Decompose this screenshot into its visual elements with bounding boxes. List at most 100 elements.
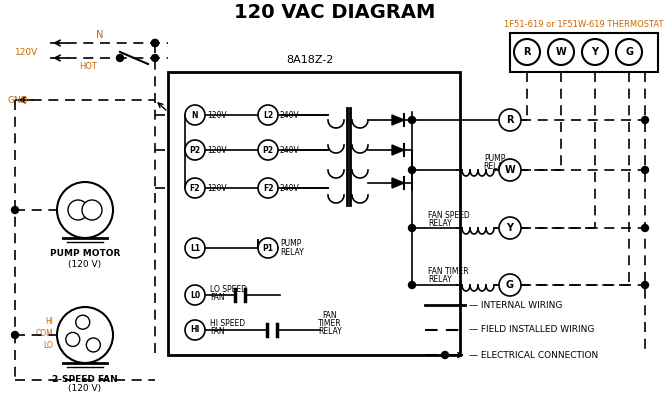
- Text: (120 V): (120 V): [68, 385, 102, 393]
- Text: PUMP MOTOR: PUMP MOTOR: [50, 249, 120, 259]
- Text: W: W: [505, 165, 515, 175]
- Text: N: N: [96, 30, 104, 40]
- Text: G: G: [625, 47, 633, 57]
- Circle shape: [499, 217, 521, 239]
- Text: G: G: [506, 280, 514, 290]
- Text: N: N: [192, 111, 198, 119]
- Circle shape: [548, 39, 574, 65]
- Text: FAN: FAN: [210, 293, 224, 303]
- Circle shape: [258, 178, 278, 198]
- Text: Y: Y: [592, 47, 598, 57]
- Circle shape: [409, 282, 415, 289]
- Polygon shape: [392, 145, 404, 155]
- Text: 1F51-619 or 1F51W-619 THERMOSTAT: 1F51-619 or 1F51W-619 THERMOSTAT: [505, 20, 664, 28]
- Circle shape: [258, 238, 278, 258]
- Text: 2-SPEED FAN: 2-SPEED FAN: [52, 375, 118, 383]
- Text: — ELECTRICAL CONNECTION: — ELECTRICAL CONNECTION: [469, 351, 598, 360]
- Text: P2: P2: [263, 145, 273, 155]
- Polygon shape: [392, 178, 404, 188]
- Text: — FIELD INSTALLED WIRING: — FIELD INSTALLED WIRING: [469, 326, 594, 334]
- Circle shape: [409, 116, 415, 124]
- Circle shape: [117, 54, 123, 62]
- Text: RELAY: RELAY: [428, 218, 452, 228]
- Text: F2: F2: [263, 184, 273, 192]
- Text: L2: L2: [263, 111, 273, 119]
- Circle shape: [185, 285, 205, 305]
- Text: 120V: 120V: [207, 184, 226, 192]
- Circle shape: [409, 166, 415, 173]
- Circle shape: [409, 225, 415, 232]
- Circle shape: [11, 207, 19, 214]
- Circle shape: [582, 39, 608, 65]
- Circle shape: [499, 159, 521, 181]
- Text: 120V: 120V: [207, 111, 226, 119]
- Text: RELAY: RELAY: [280, 248, 304, 256]
- Text: 120V: 120V: [15, 47, 38, 57]
- Text: PUMP: PUMP: [280, 238, 302, 248]
- Circle shape: [151, 39, 159, 47]
- Text: HI SPEED: HI SPEED: [210, 320, 245, 328]
- Text: RELAY: RELAY: [428, 276, 452, 285]
- Circle shape: [185, 320, 205, 340]
- Text: RELAY: RELAY: [483, 161, 507, 171]
- Circle shape: [185, 105, 205, 125]
- Text: R: R: [507, 115, 514, 125]
- Circle shape: [86, 338, 100, 352]
- Circle shape: [442, 352, 448, 359]
- Bar: [168, 72, 460, 355]
- Text: 240V: 240V: [280, 111, 299, 119]
- Circle shape: [185, 140, 205, 160]
- Text: F2: F2: [190, 184, 200, 192]
- Text: 8A18Z-2: 8A18Z-2: [286, 55, 334, 65]
- Circle shape: [499, 109, 521, 131]
- Circle shape: [68, 200, 88, 220]
- Text: R: R: [523, 47, 531, 57]
- Text: L0: L0: [190, 290, 200, 300]
- Text: FAN: FAN: [210, 328, 224, 336]
- Circle shape: [57, 182, 113, 238]
- Circle shape: [151, 39, 159, 47]
- Text: HOT: HOT: [79, 62, 97, 70]
- Text: TIMER: TIMER: [318, 318, 342, 328]
- Circle shape: [258, 140, 278, 160]
- Text: GND: GND: [8, 96, 29, 104]
- Circle shape: [641, 166, 649, 173]
- Circle shape: [151, 54, 159, 62]
- Text: P2: P2: [190, 145, 200, 155]
- Text: 240V: 240V: [280, 145, 299, 155]
- Text: HI: HI: [190, 326, 200, 334]
- Text: 120 VAC DIAGRAM: 120 VAC DIAGRAM: [234, 3, 436, 21]
- Text: HI: HI: [45, 318, 53, 326]
- Circle shape: [82, 200, 102, 220]
- Circle shape: [66, 332, 80, 347]
- Text: P1: P1: [263, 243, 273, 253]
- Text: LO: LO: [43, 341, 53, 349]
- Text: Y: Y: [507, 223, 513, 233]
- Text: — INTERNAL WIRING: — INTERNAL WIRING: [469, 300, 562, 310]
- Circle shape: [641, 116, 649, 124]
- Circle shape: [185, 238, 205, 258]
- Text: LO SPEED: LO SPEED: [210, 285, 247, 295]
- Text: (120 V): (120 V): [68, 259, 102, 269]
- Text: RELAY: RELAY: [318, 326, 342, 336]
- Text: 120V: 120V: [207, 145, 226, 155]
- Text: FAN SPEED: FAN SPEED: [428, 210, 470, 220]
- Circle shape: [641, 282, 649, 289]
- Circle shape: [641, 225, 649, 232]
- Text: FAN: FAN: [323, 310, 337, 320]
- Circle shape: [76, 315, 90, 329]
- Text: W: W: [555, 47, 566, 57]
- Text: FAN TIMER: FAN TIMER: [428, 267, 468, 277]
- Bar: [510, 33, 658, 72]
- Circle shape: [616, 39, 642, 65]
- Circle shape: [57, 307, 113, 363]
- Circle shape: [11, 331, 19, 339]
- Text: L1: L1: [190, 243, 200, 253]
- Polygon shape: [392, 115, 404, 125]
- Circle shape: [514, 39, 540, 65]
- Circle shape: [499, 274, 521, 296]
- Text: PUMP: PUMP: [484, 153, 506, 163]
- Text: COM: COM: [36, 328, 53, 337]
- Circle shape: [258, 105, 278, 125]
- Text: 240V: 240V: [280, 184, 299, 192]
